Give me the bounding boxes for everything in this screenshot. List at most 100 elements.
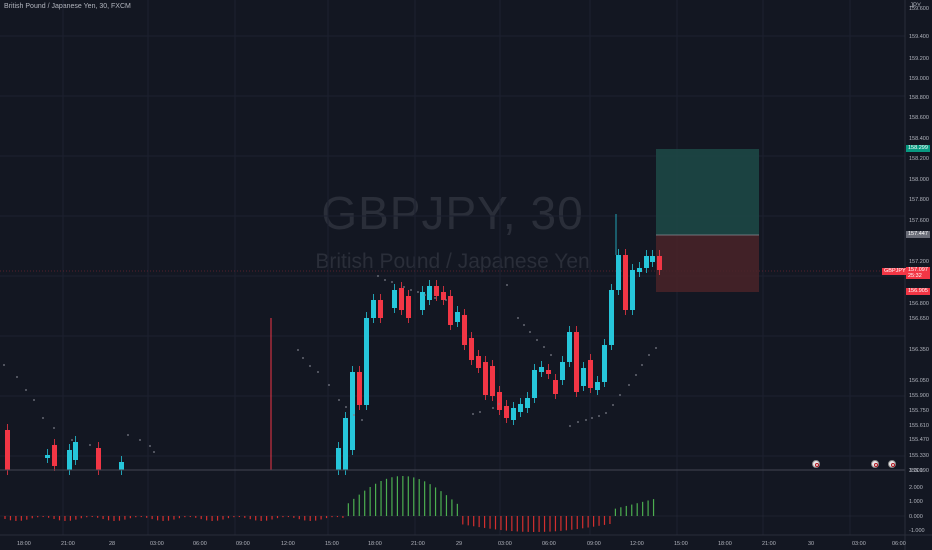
price-tick-label: 155.900 bbox=[909, 393, 929, 399]
sar-dot bbox=[598, 415, 600, 417]
sar-dot bbox=[577, 421, 579, 423]
time-axis-label: 18:00 bbox=[718, 541, 732, 547]
candle-body bbox=[350, 372, 355, 450]
sar-dot bbox=[619, 394, 621, 396]
time-axis-label: 03:00 bbox=[852, 541, 866, 547]
candle-body bbox=[119, 462, 124, 470]
candle-body bbox=[630, 270, 635, 310]
price-tick-label: 159.200 bbox=[909, 56, 929, 62]
time-axis-label: 12:00 bbox=[630, 541, 644, 547]
candle-body bbox=[392, 290, 397, 308]
sar-dot bbox=[302, 357, 304, 359]
candle-body bbox=[609, 290, 614, 345]
sar-dot bbox=[492, 407, 494, 409]
sar-dot bbox=[523, 324, 525, 326]
price-tick-label: 158.000 bbox=[909, 177, 929, 183]
sar-dot bbox=[309, 365, 311, 367]
sar-dot bbox=[361, 419, 363, 421]
sar-dot bbox=[338, 399, 340, 401]
time-axis-label: 18:00 bbox=[17, 541, 31, 547]
sar-dot bbox=[403, 286, 405, 288]
sar-dot bbox=[498, 403, 500, 405]
chart-title: British Pound / Japanese Yen, 30, FXCM bbox=[4, 3, 131, 10]
candle-body bbox=[441, 292, 446, 300]
candle-body bbox=[602, 345, 607, 382]
sar-dot bbox=[569, 425, 571, 427]
sar-dot bbox=[612, 404, 614, 406]
sar-dot bbox=[377, 275, 379, 277]
economic-event-icon[interactable] bbox=[871, 460, 879, 468]
price-tick-label: 156.650 bbox=[909, 316, 929, 322]
price-tick-label: 156.050 bbox=[909, 378, 929, 384]
candle-body bbox=[427, 286, 432, 300]
candle-body bbox=[532, 370, 537, 398]
sar-dot bbox=[353, 414, 355, 416]
loss-zone[interactable] bbox=[656, 235, 759, 292]
time-axis-label: 06:00 bbox=[193, 541, 207, 547]
price-tick-label: 155.750 bbox=[909, 408, 929, 414]
price-axis[interactable]: 159.600 159.400 159.200 159.000 158.800 158.6… bbox=[909, 6, 929, 474]
time-axis-label: 06:00 bbox=[542, 541, 556, 547]
sar-dot bbox=[71, 439, 73, 441]
candle-body bbox=[504, 406, 509, 418]
target-price-tag: 158.299 bbox=[906, 145, 930, 152]
candle-body bbox=[455, 312, 460, 322]
time-axis-label: 09:00 bbox=[236, 541, 250, 547]
sar-dot bbox=[384, 279, 386, 281]
sar-dot bbox=[53, 427, 55, 429]
time-axis-label: 30 bbox=[808, 541, 814, 547]
sar-dot bbox=[42, 417, 44, 419]
candle-body bbox=[525, 398, 530, 408]
time-axis-label: 09:00 bbox=[587, 541, 601, 547]
time-axis-label: 15:00 bbox=[674, 541, 688, 547]
price-tick-label: 159.600 bbox=[909, 6, 929, 12]
sar-dot bbox=[297, 349, 299, 351]
watermark-symbol: GBPJPY, 30 bbox=[321, 187, 584, 239]
sar-dot bbox=[585, 419, 587, 421]
sar-dot bbox=[529, 331, 531, 333]
candle-body bbox=[657, 256, 662, 270]
time-axis-label: 12:00 bbox=[281, 541, 295, 547]
bar-countdown: 25:32 bbox=[908, 273, 922, 279]
sar-dot bbox=[635, 374, 637, 376]
candle-body bbox=[490, 366, 495, 396]
grid bbox=[0, 0, 905, 535]
candle-body bbox=[497, 392, 502, 410]
economic-event-icon[interactable] bbox=[812, 460, 820, 468]
time-axis-label: 21:00 bbox=[61, 541, 75, 547]
candle-body bbox=[67, 450, 72, 470]
candle-body bbox=[96, 448, 101, 470]
price-tick-label: 157.800 bbox=[909, 197, 929, 203]
candle-body bbox=[469, 338, 474, 360]
profit-zone[interactable] bbox=[656, 149, 759, 235]
sar-dot bbox=[628, 384, 630, 386]
indicator-axis[interactable]: 3.000 2.000 1.000 0.000 -1.000 bbox=[909, 468, 925, 534]
time-axis-label: 21:00 bbox=[411, 541, 425, 547]
price-tick-label: 155.610 bbox=[909, 423, 929, 429]
sar-dot bbox=[153, 451, 155, 453]
candle-body bbox=[616, 255, 621, 290]
sar-dot bbox=[543, 346, 545, 348]
candle-body bbox=[378, 300, 383, 318]
candle-body bbox=[553, 380, 558, 394]
time-axis[interactable]: 18:00 21:00 28 03:00 06:00 09:00 12:00 15:00 18:… bbox=[17, 541, 906, 547]
candle-body bbox=[448, 296, 453, 325]
sar-dot bbox=[345, 406, 347, 408]
candle-body bbox=[371, 300, 376, 318]
sar-dot bbox=[648, 354, 650, 356]
momentum-histogram bbox=[4, 476, 655, 532]
price-tick-label: 155.330 bbox=[909, 453, 929, 459]
candle-body bbox=[52, 445, 57, 466]
candle-body bbox=[644, 256, 649, 268]
sar-dot bbox=[641, 364, 643, 366]
candlestick-series[interactable] bbox=[5, 214, 662, 475]
current-price-value: 157.097 bbox=[908, 267, 928, 273]
sar-dot bbox=[317, 371, 319, 373]
sar-dot bbox=[424, 294, 426, 296]
sar-dot bbox=[550, 354, 552, 356]
price-tick-label: 158.800 bbox=[909, 95, 929, 101]
sar-dot bbox=[25, 389, 27, 391]
economic-event-icon[interactable] bbox=[888, 460, 896, 468]
sar-dot bbox=[591, 417, 593, 419]
